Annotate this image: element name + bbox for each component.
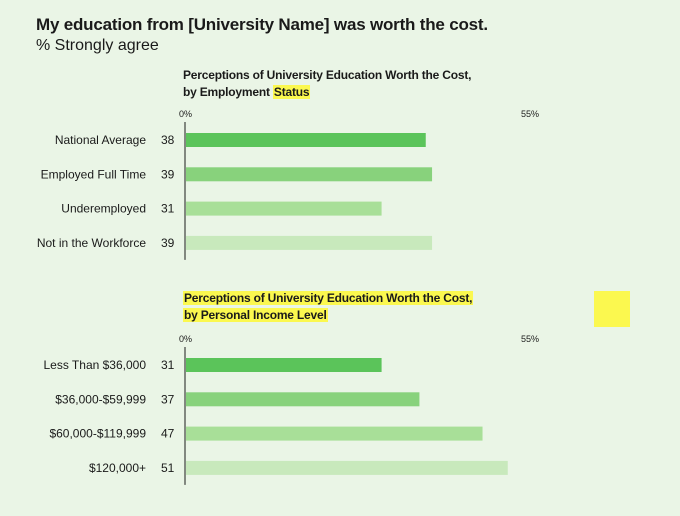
highlight-swatch bbox=[594, 291, 630, 327]
tick-label-min: 0% bbox=[179, 334, 192, 344]
page-subtitle: % Strongly agree bbox=[36, 37, 159, 54]
bar bbox=[186, 460, 508, 475]
category-label: $120,000+ bbox=[89, 461, 146, 475]
category-label: $36,000-$59,999 bbox=[55, 392, 146, 406]
title-text: by Employment bbox=[183, 85, 273, 99]
bar bbox=[186, 201, 382, 216]
page-title: My education from [University Name] was … bbox=[36, 15, 488, 34]
chart-title-line: Perceptions of University Education Wort… bbox=[183, 67, 471, 84]
chart-title-income: Perceptions of University Education Wort… bbox=[183, 290, 474, 324]
category-label: Not in the Workforce bbox=[37, 236, 146, 250]
value-label: 39 bbox=[161, 167, 175, 181]
bar bbox=[186, 426, 483, 441]
chart-title-line: Perceptions of University Education Wort… bbox=[183, 290, 474, 307]
bar bbox=[186, 358, 382, 372]
highlighted-title-text: by Personal Income Level bbox=[183, 308, 328, 322]
tick-label-max: 55% bbox=[521, 109, 539, 119]
category-label: $60,000-$119,999 bbox=[49, 427, 146, 441]
value-label: 47 bbox=[161, 427, 175, 441]
title-text: Perceptions of University Education Wort… bbox=[183, 68, 472, 82]
chart-title-line: by Employment Status bbox=[183, 84, 471, 101]
value-label: 31 bbox=[161, 202, 175, 216]
value-label: 39 bbox=[161, 236, 175, 250]
chart-title-line: by Personal Income Level bbox=[183, 307, 473, 324]
bar bbox=[186, 392, 420, 407]
value-label: 38 bbox=[161, 133, 175, 147]
chart-title-employment: Perceptions of University Education Wort… bbox=[183, 67, 471, 101]
tick-label-max: 55% bbox=[521, 334, 539, 344]
bar bbox=[186, 167, 433, 182]
employment-status-bar-chart: 0% 55% National Average 38 Employed Full Tim… bbox=[37, 109, 539, 260]
category-label: Employed Full Time bbox=[41, 167, 147, 181]
value-label: 37 bbox=[161, 392, 175, 406]
bar bbox=[186, 235, 433, 250]
value-label: 31 bbox=[161, 358, 175, 372]
income-level-bar-chart: 0% 55% Less Than $36,000 31 $36,000-$59,999 3… bbox=[43, 334, 539, 485]
category-label: National Average bbox=[55, 133, 147, 147]
value-label: 51 bbox=[161, 461, 175, 475]
highlighted-title-text: Status bbox=[272, 85, 311, 99]
category-label: Less Than $36,000 bbox=[43, 358, 146, 372]
category-label: Underemployed bbox=[61, 202, 146, 216]
tick-label-min: 0% bbox=[179, 109, 192, 119]
bar bbox=[186, 133, 426, 147]
highlighted-title-text: Perceptions of University Education Wort… bbox=[183, 291, 474, 305]
